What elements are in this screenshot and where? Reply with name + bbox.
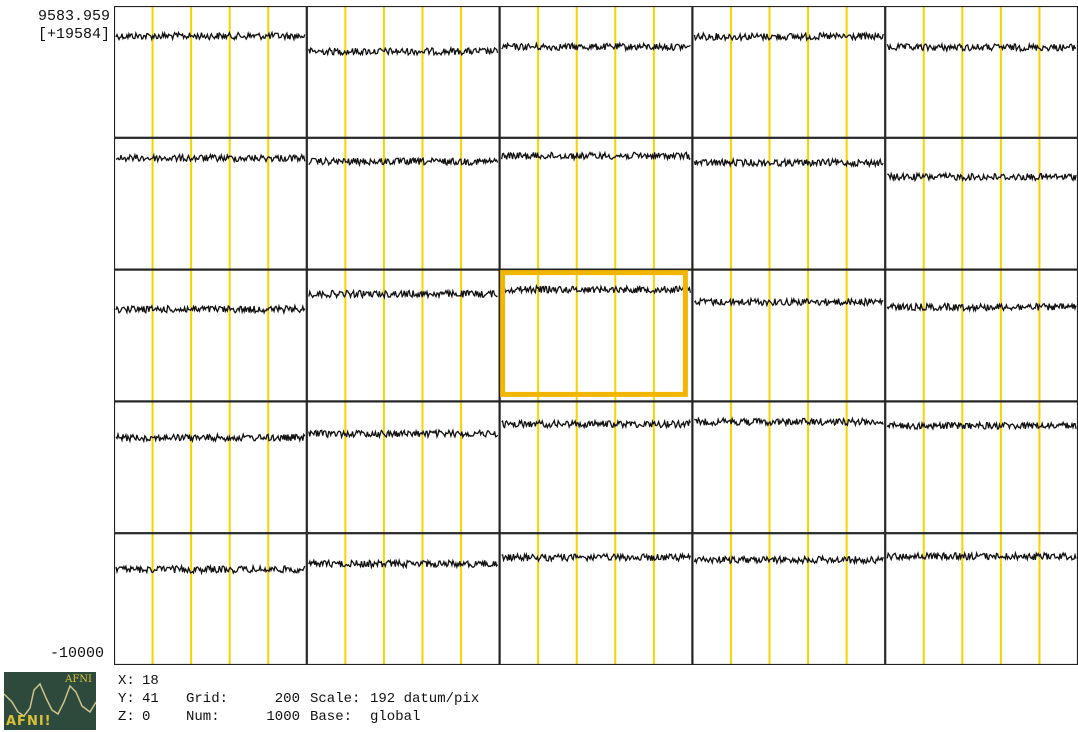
trace-line-r2-c2 [500, 283, 692, 296]
trace-line-r2-c0 [115, 303, 306, 316]
graph-cell-r0-c3 [692, 6, 886, 138]
graph-cell-r0-c2 [499, 6, 693, 138]
y-axis-min-value: -10000 [49, 645, 104, 662]
graph-cell-r2-c4 [885, 269, 1078, 402]
trace-line-r2-c4 [886, 301, 1077, 313]
trace-line-r2-c3 [693, 296, 884, 308]
graph-cell-r2-c3 [692, 269, 886, 402]
grid-value: 200 [274, 691, 300, 707]
graph-cell-r2-c1 [306, 269, 500, 402]
graph-cell-r0-c1 [306, 6, 500, 138]
graph-cell-r3-c2 [499, 401, 693, 534]
trace-line-r2-c1 [308, 288, 498, 300]
trace-line-r3-c4 [886, 420, 1077, 431]
logo-wave-icon [4, 682, 96, 718]
graph-cell-r1-c3 [692, 137, 886, 270]
graph-cell-r3-c1 [306, 401, 500, 534]
logo-word: AFNI [65, 674, 92, 685]
trace-line-r1-c1 [308, 156, 499, 168]
x-label: X: [118, 673, 135, 689]
y-label: Y: [118, 691, 135, 707]
trace-line-r4-c0 [115, 563, 306, 576]
trace-line-r0-c0 [115, 30, 306, 42]
trace-line-r3-c0 [115, 431, 306, 444]
logo-text: AFNI! [6, 714, 52, 729]
graph-cell-r2-c0 [114, 269, 307, 402]
graph-cell-r3-c4 [885, 401, 1078, 534]
y-axis-max-value: 9583.959 [37, 8, 110, 25]
trace-line-r0-c4 [886, 41, 1077, 54]
trace-line-r4-c3 [693, 553, 884, 566]
status-row-y: Y: 41 Grid: 200 Scale: 192 datum/pix [118, 690, 479, 708]
afni-logo[interactable]: AFNI AFNI! [4, 672, 96, 730]
num-value: 1000 [266, 709, 300, 725]
trace-line-r4-c4 [886, 550, 1077, 562]
graph-cell-r4-c3 [692, 533, 886, 665]
graph-cell-r0-c0 [114, 6, 307, 138]
graph-cell-r1-c4 [885, 137, 1078, 270]
graph-cell-r1-c0 [114, 137, 307, 270]
trace-line-r3-c2 [501, 418, 691, 430]
trace-line-r1-c3 [693, 156, 884, 169]
grid-label: Grid: [186, 691, 229, 707]
trace-line-r0-c2 [501, 41, 691, 53]
status-row-z: Z: 0 Num: 1000 Base: global [118, 708, 479, 726]
graph-cell-r3-c0 [114, 401, 307, 534]
base-value: global [370, 709, 421, 725]
trace-line-r1-c2 [500, 150, 691, 162]
selected-voxel-box [500, 270, 688, 397]
trace-line-r0-c3 [693, 31, 884, 43]
status-row-x: X: 18 [118, 672, 479, 690]
trace-line-r1-c0 [115, 152, 306, 164]
x-value: 18 [142, 673, 159, 689]
graph-cell-r3-c3 [692, 401, 886, 534]
y-axis-top-label: 9583.959 [+19584] [4, 8, 110, 44]
graph-cell-r1-c1 [306, 137, 500, 270]
trace-line-r4-c1 [308, 557, 499, 570]
graph-cell-r4-c2 [499, 533, 693, 665]
graph-cell-r4-c4 [885, 533, 1078, 665]
trace-line-r1-c4 [887, 171, 1077, 183]
y-value: 41 [142, 691, 159, 707]
graph-cell-r4-c0 [114, 533, 307, 665]
trace-line-r3-c1 [308, 428, 499, 440]
graph-matrix[interactable] [114, 6, 1078, 665]
trace-line-r4-c2 [501, 551, 692, 563]
status-panel: X: 18 Y: 41 Grid: 200 Scale: 192 datum/p… [118, 672, 479, 726]
graph-cell-r4-c1 [306, 533, 500, 665]
trace-line-r3-c3 [694, 416, 884, 428]
base-label: Base: [310, 709, 353, 725]
z-label: Z: [118, 709, 135, 725]
z-value: 0 [142, 709, 151, 725]
graph-cell-r0-c4 [885, 6, 1078, 138]
trace-line-r0-c1 [308, 45, 499, 57]
scale-label: Scale: [310, 691, 361, 707]
graph-cell-r1-c2 [499, 137, 693, 270]
scale-value: 192 datum/pix [370, 691, 480, 707]
num-label: Num: [186, 709, 220, 725]
graph-svg[interactable] [114, 6, 1078, 665]
y-axis-range-value: [+19584] [37, 26, 110, 43]
